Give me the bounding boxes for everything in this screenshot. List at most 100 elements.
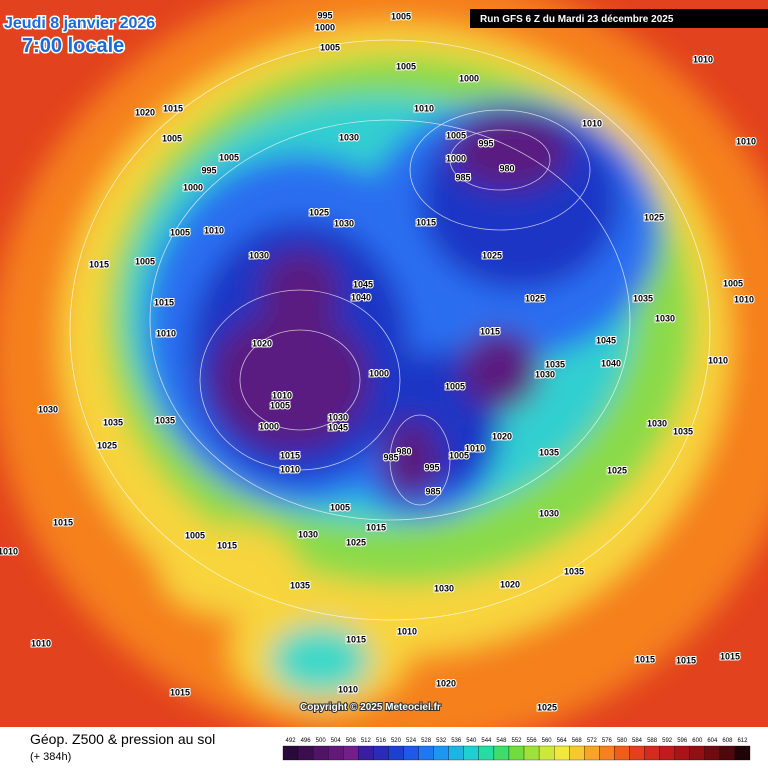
isobar-label: 1030: [328, 412, 348, 422]
isobar-label: 1005: [170, 227, 190, 237]
isobar-label: 1005: [219, 152, 239, 162]
scale-label: 496: [301, 738, 312, 744]
isobar-label: 1010: [736, 136, 756, 146]
isobar-label: 1035: [564, 566, 584, 576]
isobar-label: 1025: [537, 702, 557, 712]
scale-swatch: [297, 745, 314, 761]
scale-swatch: [538, 745, 555, 761]
isobar-label: 1040: [601, 358, 621, 368]
isobar-label: 1005: [396, 61, 416, 71]
scale-swatch: [433, 745, 449, 761]
isobar-label: 995: [478, 138, 493, 148]
scale-label: 548: [496, 738, 507, 744]
scale-swatch: [388, 745, 404, 761]
scale-swatch: [373, 745, 389, 761]
isobar-label: 1030: [334, 218, 354, 228]
scale-swatch: [343, 745, 359, 761]
scale-swatch: [599, 745, 615, 761]
scale-swatch: [282, 745, 299, 761]
isobar-label: 1005: [185, 530, 205, 540]
scale-label: 600: [692, 738, 703, 744]
scale-label: 608: [722, 738, 733, 744]
isobar-label: 1035: [155, 415, 175, 425]
isobar-label: 1035: [545, 359, 565, 369]
isobar-label: 1030: [339, 132, 359, 142]
isobar-label: 980: [499, 163, 514, 173]
isobar-label: 1040: [351, 292, 371, 302]
isobar-label: 1015: [163, 103, 183, 113]
isobar-label: 1045: [596, 335, 616, 345]
isobar-label: 1030: [249, 250, 269, 260]
isobar-label: 1025: [525, 293, 545, 303]
scale-swatch: [328, 745, 344, 761]
scale-label: 580: [617, 738, 628, 744]
isobar-label: 1005: [270, 400, 290, 410]
isobar-label: 1010: [272, 390, 292, 400]
isobar-label: 1010: [397, 626, 417, 636]
scale-label: 584: [632, 738, 643, 744]
isobar-label: 1015: [89, 259, 109, 269]
isobar-label: 1000: [259, 421, 279, 431]
scale-swatch: [448, 745, 464, 761]
isobar-label: 1015: [416, 217, 436, 227]
scale-swatch: [734, 745, 751, 761]
scale-swatch: [463, 745, 479, 761]
isobar-label: 1000: [446, 153, 466, 163]
isobar-label: 1005: [449, 450, 469, 460]
isobar-label: 1020: [492, 431, 512, 441]
isobar-label: 1010: [31, 638, 51, 648]
isobar-label: 1035: [673, 426, 693, 436]
isobar-label: 1030: [539, 508, 559, 518]
scale-label: 528: [421, 738, 432, 744]
scale-swatch: [689, 745, 705, 761]
isobar-label: 1010: [693, 54, 713, 64]
isobar-label: 1005: [391, 11, 411, 21]
scale-label: 556: [527, 738, 538, 744]
scale-swatch: [418, 745, 434, 761]
scale-swatch: [478, 745, 495, 761]
scale-label: 588: [647, 738, 658, 744]
isobar-label: 1005: [723, 278, 743, 288]
run-box: [470, 9, 768, 28]
scale-label: 512: [361, 738, 372, 744]
date: Jeudi 8 janvier 2026: [4, 15, 155, 32]
isobar-label: 1030: [298, 529, 318, 539]
isobar-label: 1015: [720, 651, 740, 661]
isobar-label: 995: [317, 10, 332, 20]
scale-label: 532: [436, 738, 447, 744]
scale-label: 520: [391, 738, 402, 744]
scale-swatch: [614, 745, 630, 761]
map-field: [0, 0, 768, 727]
scale-swatch: [704, 745, 721, 761]
time: 7:00 locale: [22, 35, 124, 57]
isobar-label: 1030: [647, 418, 667, 428]
scale-label: 544: [481, 738, 492, 744]
scale-label: 576: [602, 738, 613, 744]
isobar-label: 985: [455, 172, 470, 182]
scale-swatch: [312, 745, 329, 761]
scale-swatch: [719, 745, 736, 761]
isobar-label: 1020: [436, 678, 456, 688]
isobar-label: 1005: [330, 502, 350, 512]
isobar-label: 985: [425, 486, 440, 496]
isobar-label: 1025: [607, 465, 627, 475]
scale-label: 592: [662, 738, 673, 744]
isobar-label: 1010: [280, 464, 300, 474]
isobar-label: 995: [201, 165, 216, 175]
isobar-label: 1015: [635, 654, 655, 664]
isobar-label: 1045: [328, 422, 348, 432]
scale-swatch: [569, 745, 585, 761]
scale-swatch: [508, 745, 525, 761]
isobar-label: 1010: [414, 103, 434, 113]
isobar-label: 1005: [445, 381, 465, 391]
scale-swatch: [584, 745, 600, 761]
isobar-label: 1015: [366, 522, 386, 532]
copyright: Copyright © 2025 Meteociel.fr: [300, 702, 441, 713]
isobar-label: 1010: [338, 684, 358, 694]
isobar-label: 1025: [97, 440, 117, 450]
isobar-label: 1020: [135, 107, 155, 117]
isobar-label: 1035: [539, 447, 559, 457]
scale-label: 564: [557, 738, 568, 744]
scale-label: 492: [286, 738, 297, 744]
